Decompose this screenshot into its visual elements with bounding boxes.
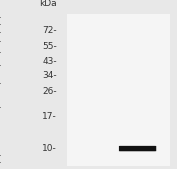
Text: 55-: 55- xyxy=(42,42,57,51)
Text: kDa: kDa xyxy=(39,0,57,8)
Text: 26-: 26- xyxy=(42,87,57,96)
Text: 17-: 17- xyxy=(42,112,57,121)
Text: 10-: 10- xyxy=(42,144,57,153)
FancyBboxPatch shape xyxy=(120,147,156,151)
Text: 72-: 72- xyxy=(42,26,57,35)
Text: 34-: 34- xyxy=(42,71,57,80)
Text: 43-: 43- xyxy=(42,56,57,66)
